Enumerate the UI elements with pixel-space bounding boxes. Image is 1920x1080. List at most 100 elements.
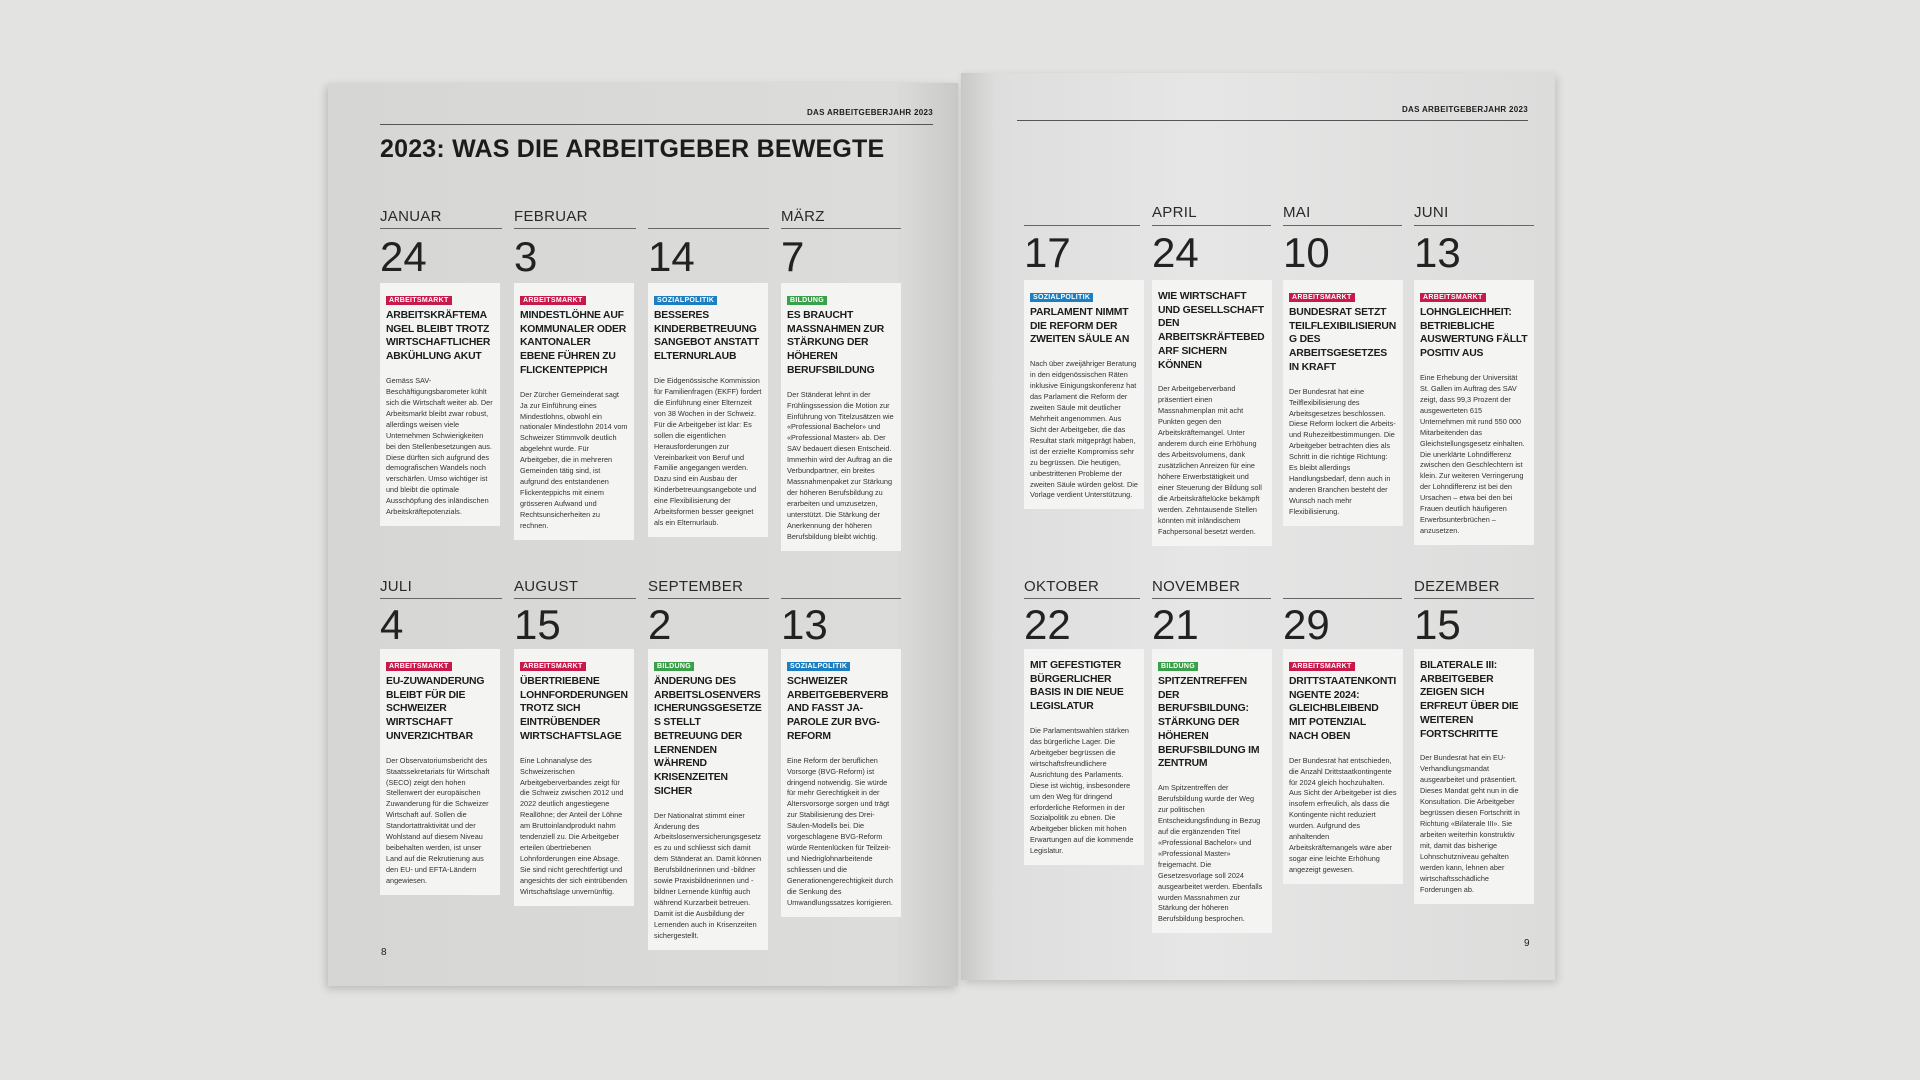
day-number: 13 xyxy=(1414,229,1461,276)
entry-headline: DRITTSTAATENKONTINGENTE 2024: GLEICHBLEI… xyxy=(1289,676,1397,742)
month-label: NOVEMBER xyxy=(1152,578,1241,595)
entry-body: Der Bundesrat hat entschieden, die Anzah… xyxy=(1289,755,1397,875)
month-label: SEPTEMBER xyxy=(648,578,744,595)
topic-tag: ARBEITSMARKT xyxy=(520,662,586,671)
day-number: 24 xyxy=(1152,229,1199,276)
entry-body: Der Nationalrat stimmt einer Änderung de… xyxy=(654,810,762,940)
month-rule xyxy=(1283,225,1402,226)
month-label: MAI xyxy=(1283,204,1311,221)
entry-headline: ÜBERTRIEBENE LOHNFORDERUNGEN TROTZ SICH … xyxy=(520,676,628,742)
day-number: 3 xyxy=(514,233,538,280)
entry-body: Eine Reform der beruflichen Vorsorge (BV… xyxy=(787,755,893,907)
entry-body: Der Arbeitgeberverband präsentiert einen… xyxy=(1158,384,1262,536)
month-rule xyxy=(1414,598,1534,599)
month-rule xyxy=(380,598,502,599)
entry-card: BILDUNG ES BRAUCHT MASSNAHMEN ZUR STÄRKUN… xyxy=(781,283,901,551)
month-label: DEZEMBER xyxy=(1414,578,1500,595)
entry-body: Gemäss SAV-Beschäftigungsbarometer kühlt… xyxy=(386,375,493,517)
month-rule xyxy=(1024,598,1140,599)
topic-tag: ARBEITSMARKT xyxy=(386,662,452,671)
entry-headline: SCHWEIZER ARBEITGEBERVERBAND FASST JA-PA… xyxy=(787,676,889,742)
entry-headline: BUNDESRAT SETZT TEILFLEXIBILISIERUNG DES… xyxy=(1289,307,1397,373)
month-rule xyxy=(1024,225,1140,226)
page-number: 8 xyxy=(381,947,387,958)
running-header: DAS ARBEITGEBERJAHR 2023 xyxy=(1401,105,1528,114)
entry-body: Die Parlamentswahlen stärken das bürgerl… xyxy=(1030,725,1134,856)
day-number: 21 xyxy=(1152,601,1199,648)
topic-tag: ARBEITSMARKT xyxy=(1420,293,1486,302)
month-label: FEBRUAR xyxy=(514,208,588,225)
month-label: AUGUST xyxy=(514,578,579,595)
entry-body: Nach über zweijähriger Beratung in den e… xyxy=(1030,359,1138,500)
month-rule xyxy=(514,598,636,599)
entry-headline: WIE WIRTSCHAFT UND GESELLSCHAFT DEN ARBE… xyxy=(1158,291,1265,371)
entry-card: BILATERALE III: ARBEITGEBER ZEIGEN SICH … xyxy=(1414,649,1534,904)
entry-card: BILDUNG ÄNDERUNG DES ARBEITSLOSENVERSICHE… xyxy=(648,649,768,950)
month-label: APRIL xyxy=(1152,204,1197,221)
entry-card: ARBEITSMARKT LOHNGLEICHHEIT: BETRIEBLICHE… xyxy=(1414,280,1534,545)
header-rule xyxy=(380,124,933,125)
entry-headline: EU-ZUWANDERUNG BLEIBT FÜR DIE SCHWEIZER … xyxy=(386,676,485,742)
entry-card: SOZIALPOLITIK PARLAMENT NIMMT DIE REFORM … xyxy=(1024,280,1144,510)
month-rule xyxy=(648,228,769,229)
entry-headline: LOHNGLEICHHEIT: BETRIEBLICHE AUSWERTUNG … xyxy=(1420,307,1528,360)
topic-tag: BILDUNG xyxy=(787,296,827,305)
topic-tag: SOZIALPOLITIK xyxy=(654,296,718,305)
entry-body: Der Ständerat lehnt in der Frühlingssess… xyxy=(787,389,894,541)
day-number: 2 xyxy=(648,601,672,648)
month-rule xyxy=(1283,598,1402,599)
day-number: 24 xyxy=(380,233,427,280)
entry-card: ARBEITSMARKT MINDESTLÖHNE AUF KOMMUNALER … xyxy=(514,283,634,540)
day-number: 14 xyxy=(648,233,695,280)
entry-headline: BILATERALE III: ARBEITGEBER ZEIGEN SICH … xyxy=(1420,660,1519,740)
month-label: JUNI xyxy=(1414,204,1449,221)
topic-tag: ARBEITSMARKT xyxy=(1289,662,1355,671)
entry-body: Die Eidgenössische Kommission für Famili… xyxy=(654,375,762,528)
day-number: 10 xyxy=(1283,229,1330,276)
header-rule xyxy=(1017,120,1528,121)
entry-body: Der Bundesrat hat ein EU-Verhandlungsman… xyxy=(1420,753,1520,894)
entry-headline: MINDESTLÖHNE AUF KOMMUNALER ODER KANTONA… xyxy=(520,310,627,376)
month-rule xyxy=(1152,598,1271,599)
entry-card: BILDUNG SPITZENTREFFEN DER BERUFSBILDUNG:… xyxy=(1152,649,1272,934)
entry-headline: MIT GEFESTIGTER BÜRGERLICHER BASIS IN DI… xyxy=(1030,660,1124,713)
entry-body: Eine Lohnanalyse des Schweizerischen Arb… xyxy=(520,755,628,896)
entry-card: ARBEITSMARKT DRITTSTAATENKONTINGENTE 2024… xyxy=(1283,649,1403,884)
entry-card: WIE WIRTSCHAFT UND GESELLSCHAFT DEN ARBE… xyxy=(1152,280,1272,546)
month-label: JULI xyxy=(380,578,413,595)
entry-body: Eine Erhebung der Universität St. Gallen… xyxy=(1420,372,1525,536)
month-rule xyxy=(781,598,901,599)
month-rule xyxy=(1152,225,1271,226)
entry-body: Der Observatoriumsbericht des Staatssekr… xyxy=(386,755,490,885)
entry-body: Der Bundesrat hat eine Teilflexibilisier… xyxy=(1289,386,1396,516)
topic-tag: SOZIALPOLITIK xyxy=(1030,293,1094,302)
entry-headline: BESSERES KINDERBETREUUNGSANGEBOT ANSTATT… xyxy=(654,310,760,363)
month-label: JANUAR xyxy=(380,208,442,225)
entry-card: ARBEITSMARKT ARBEITSKRÄFTEMANGEL BLEIBT T… xyxy=(380,283,500,527)
topic-tag: ARBEITSMARKT xyxy=(1289,293,1355,302)
entry-body: Der Zürcher Gemeinderat sagt Ja zur Einf… xyxy=(520,389,628,530)
topic-tag: ARBEITSMARKT xyxy=(520,296,586,305)
topic-tag: SOZIALPOLITIK xyxy=(787,662,851,671)
topic-tag: BILDUNG xyxy=(1158,662,1198,671)
entry-card: SOZIALPOLITIK BESSERES KINDERBETREUUNGSAN… xyxy=(648,283,768,538)
month-rule xyxy=(380,228,502,229)
month-rule xyxy=(1414,225,1534,226)
day-number: 7 xyxy=(781,233,805,280)
month-label: MÄRZ xyxy=(781,208,825,225)
entry-card: ARBEITSMARKT EU-ZUWANDERUNG BLEIBT FÜR DI… xyxy=(380,649,500,895)
day-number: 15 xyxy=(514,601,561,648)
entry-card: ARBEITSMARKT BUNDESRAT SETZT TEILFLEXIBIL… xyxy=(1283,280,1403,526)
day-number: 13 xyxy=(781,601,828,648)
day-number: 29 xyxy=(1283,601,1330,648)
month-rule xyxy=(514,228,636,229)
month-rule xyxy=(781,228,901,229)
day-number: 4 xyxy=(380,601,404,648)
entry-body: Am Spitzentreffen der Berufsbildung wurd… xyxy=(1158,783,1263,924)
entry-headline: ARBEITSKRÄFTEMANGEL BLEIBT TROTZ WIRTSCH… xyxy=(386,310,491,363)
page-number: 9 xyxy=(1524,938,1530,949)
entry-headline: ÄNDERUNG DES ARBEITSLOSENVERSICHERUNGSGE… xyxy=(654,676,762,797)
entry-card: SOZIALPOLITIK SCHWEIZER ARBEITGEBERVERBAN… xyxy=(781,649,901,917)
